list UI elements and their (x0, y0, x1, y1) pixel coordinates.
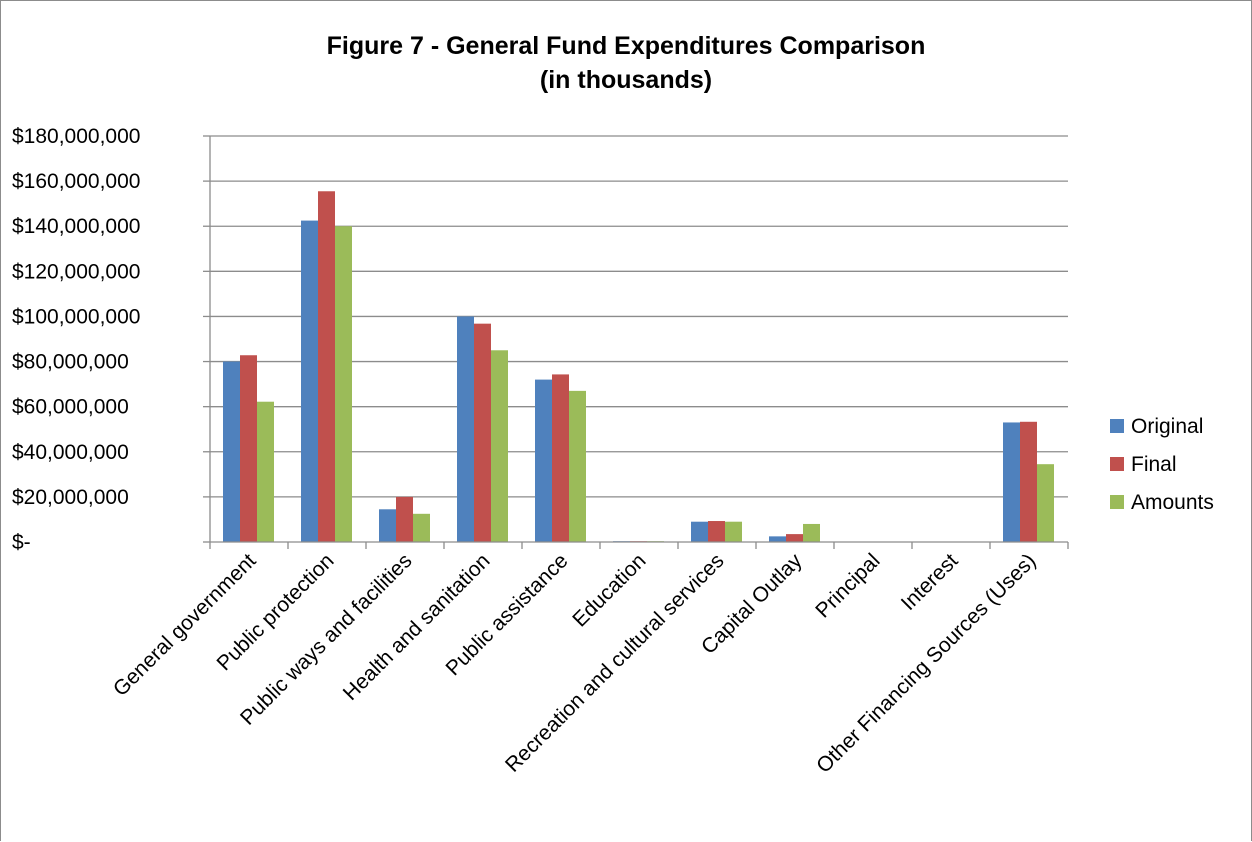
y-tick-label: $180,000,000 (12, 125, 140, 148)
chart-title: Figure 7 - General Fund Expenditures Com… (326, 32, 926, 60)
y-tick-label: $140,000,000 (12, 215, 140, 238)
y-tick-labels: $- $20,000,000 $40,000,000 $60,000,000 $80,0… (12, 125, 140, 554)
legend-label-original: Original (1131, 415, 1203, 438)
legend-label-amounts: Amounts (1131, 491, 1214, 514)
bar-original-6 (691, 521, 708, 542)
bar-original-3 (457, 316, 474, 542)
bar-amounts-10 (1037, 464, 1054, 542)
x-category-label: General government (109, 549, 261, 701)
bar-amounts-0 (257, 401, 274, 542)
bar-final-3 (474, 323, 491, 542)
bar-original-0 (223, 361, 240, 542)
bar-original-2 (379, 509, 396, 542)
y-tick-label: $160,000,000 (12, 170, 140, 193)
gridlines (203, 135, 1068, 543)
y-tick-label: $20,000,000 (12, 486, 129, 509)
legend-swatch-amounts (1110, 495, 1124, 509)
bar-original-1 (301, 220, 318, 543)
x-category-label: Health and sanitation (339, 549, 495, 705)
x-category-label: Principal (811, 549, 884, 622)
y-tick-label: $80,000,000 (12, 351, 129, 374)
bar-final-0 (240, 355, 257, 542)
y-tick-label: $100,000,000 (12, 305, 140, 328)
bar-amounts-7 (803, 523, 820, 542)
bar-amounts-2 (413, 513, 430, 542)
y-tick-label: $60,000,000 (12, 396, 129, 419)
bar-original-4 (535, 379, 552, 542)
bar-amounts-1 (335, 226, 352, 542)
bar-original-10 (1003, 422, 1020, 542)
bar-amounts-4 (569, 390, 586, 542)
x-category-label: Interest (897, 549, 963, 615)
bar-final-4 (552, 374, 569, 542)
bar-final-7 (786, 534, 803, 542)
chart-subtitle: (in thousands) (539, 66, 713, 94)
axes (209, 136, 1069, 549)
bar-amounts-3 (491, 350, 508, 542)
bar-final-10 (1020, 421, 1037, 542)
y-tick-label: $- (12, 531, 31, 554)
bars (223, 191, 1054, 543)
bar-final-6 (708, 521, 725, 542)
legend-label-final: Final (1131, 453, 1177, 476)
y-tick-label: $40,000,000 (12, 441, 129, 464)
bar-amounts-6 (725, 521, 742, 542)
bar-final-2 (396, 496, 413, 542)
legend-swatch-final (1110, 457, 1124, 471)
bar-original-7 (769, 536, 786, 542)
x-category-label: Education (568, 549, 650, 631)
legend-swatch-original (1110, 419, 1124, 433)
bar-final-1 (318, 191, 335, 542)
legend: Original Final Amounts (1110, 415, 1214, 514)
y-tick-label: $120,000,000 (12, 260, 140, 283)
